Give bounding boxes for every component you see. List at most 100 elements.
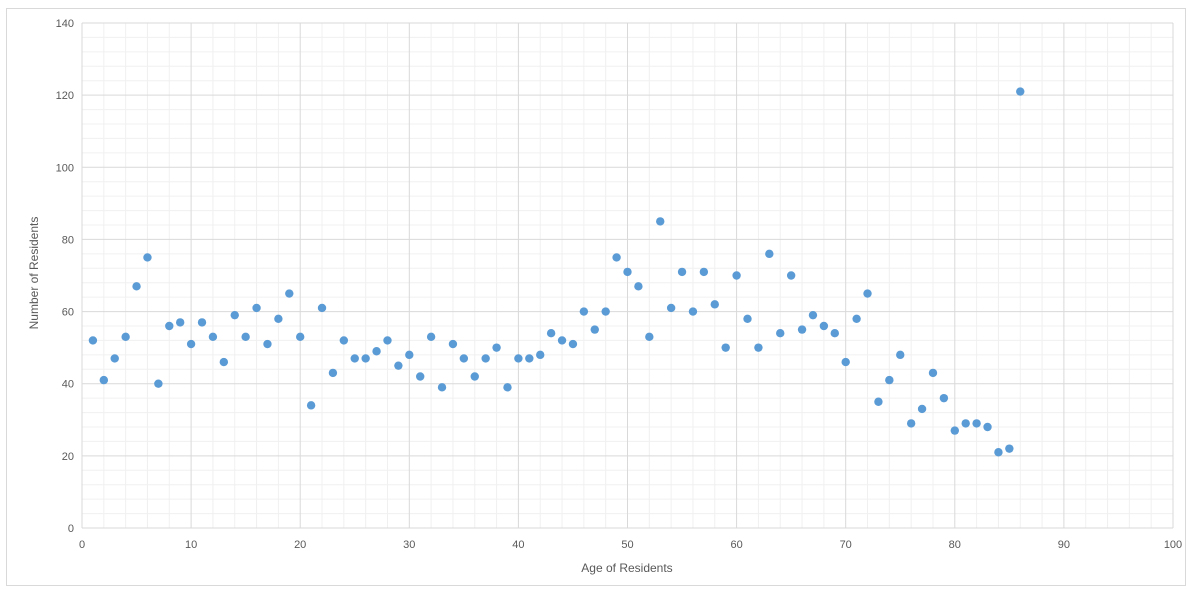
data-point bbox=[732, 271, 741, 280]
data-point bbox=[306, 401, 316, 410]
data-point bbox=[863, 289, 872, 298]
data-point bbox=[328, 368, 338, 378]
data-point bbox=[961, 419, 970, 428]
y-axis-tick-labels: 0 20 40 60 80 100 120 140 bbox=[56, 18, 74, 535]
data-point bbox=[765, 249, 774, 259]
data-point bbox=[241, 332, 250, 342]
y-tick-label: 20 bbox=[62, 451, 74, 463]
y-tick-label: 0 bbox=[68, 523, 74, 535]
data-points bbox=[88, 87, 1025, 457]
data-point bbox=[590, 325, 599, 334]
data-point bbox=[263, 339, 272, 349]
data-point bbox=[1016, 87, 1025, 96]
x-tick-label: 40 bbox=[512, 539, 524, 551]
major-gridlines bbox=[81, 22, 1174, 529]
data-point bbox=[557, 336, 567, 345]
data-point bbox=[874, 397, 883, 406]
data-point bbox=[372, 347, 381, 356]
x-tick-label: 60 bbox=[730, 539, 742, 551]
x-axis-tick-labels: 0 10 20 30 40 50 60 70 80 90 100 bbox=[79, 539, 1182, 551]
x-tick-label: 70 bbox=[840, 539, 852, 551]
data-point bbox=[579, 307, 589, 316]
data-point bbox=[274, 314, 283, 323]
x-tick-label: 0 bbox=[79, 539, 85, 551]
data-point bbox=[743, 314, 752, 323]
data-point bbox=[786, 271, 796, 280]
data-point bbox=[394, 361, 403, 370]
data-point bbox=[165, 321, 174, 331]
data-point bbox=[841, 357, 850, 367]
data-point bbox=[350, 354, 359, 363]
data-point bbox=[339, 336, 349, 345]
x-tick-label: 20 bbox=[294, 539, 306, 551]
data-point bbox=[656, 217, 665, 226]
data-point bbox=[143, 253, 152, 262]
data-point bbox=[885, 375, 894, 385]
data-point bbox=[437, 383, 447, 392]
data-point bbox=[99, 375, 109, 385]
data-point bbox=[492, 343, 501, 352]
data-point bbox=[754, 343, 763, 352]
data-point bbox=[906, 419, 916, 428]
data-point bbox=[317, 303, 327, 313]
x-tick-label: 50 bbox=[621, 539, 633, 551]
data-point bbox=[361, 354, 370, 363]
data-point bbox=[1005, 444, 1014, 453]
x-tick-label: 80 bbox=[949, 539, 961, 551]
data-point bbox=[939, 393, 949, 403]
y-tick-label: 120 bbox=[56, 90, 74, 102]
data-point bbox=[459, 354, 469, 363]
x-tick-label: 10 bbox=[185, 539, 197, 551]
data-point bbox=[645, 332, 654, 342]
data-point bbox=[972, 419, 981, 428]
data-point bbox=[525, 354, 534, 363]
data-point bbox=[819, 321, 829, 331]
data-point bbox=[219, 357, 229, 367]
data-point bbox=[950, 426, 959, 435]
data-point bbox=[285, 289, 294, 298]
data-point bbox=[514, 354, 523, 363]
data-point bbox=[688, 307, 698, 316]
data-point bbox=[928, 368, 938, 378]
data-point bbox=[797, 325, 807, 334]
data-point bbox=[175, 318, 185, 327]
data-point bbox=[994, 448, 1003, 457]
data-point bbox=[208, 332, 218, 342]
data-point bbox=[110, 354, 119, 363]
data-point bbox=[132, 282, 141, 291]
y-axis-title: Number of Residents bbox=[27, 217, 41, 330]
y-tick-label: 40 bbox=[62, 379, 74, 391]
data-point bbox=[776, 329, 785, 338]
data-point bbox=[536, 350, 545, 360]
data-point bbox=[568, 339, 578, 349]
data-point bbox=[896, 350, 905, 360]
data-point bbox=[252, 303, 261, 313]
data-point bbox=[470, 372, 479, 381]
data-point bbox=[710, 300, 719, 309]
y-tick-label: 80 bbox=[62, 234, 74, 246]
data-point bbox=[481, 354, 490, 363]
data-point bbox=[699, 267, 709, 277]
data-point bbox=[416, 372, 425, 381]
data-point bbox=[154, 379, 163, 388]
data-point bbox=[121, 332, 130, 342]
data-point bbox=[917, 404, 927, 414]
data-point bbox=[230, 310, 239, 320]
data-point bbox=[448, 339, 458, 349]
y-tick-label: 140 bbox=[56, 18, 74, 30]
data-point bbox=[296, 332, 305, 342]
data-point bbox=[612, 253, 621, 262]
x-tick-label: 100 bbox=[1164, 539, 1182, 551]
data-point bbox=[383, 336, 392, 345]
data-point bbox=[677, 267, 687, 277]
x-axis-title: Age of Residents bbox=[581, 561, 672, 575]
data-point bbox=[197, 318, 207, 327]
data-point bbox=[634, 282, 643, 291]
data-point bbox=[852, 314, 861, 323]
data-point bbox=[830, 329, 839, 338]
data-point bbox=[601, 307, 610, 316]
x-tick-label: 90 bbox=[1058, 539, 1070, 551]
data-point bbox=[623, 267, 632, 277]
data-point bbox=[186, 339, 196, 349]
